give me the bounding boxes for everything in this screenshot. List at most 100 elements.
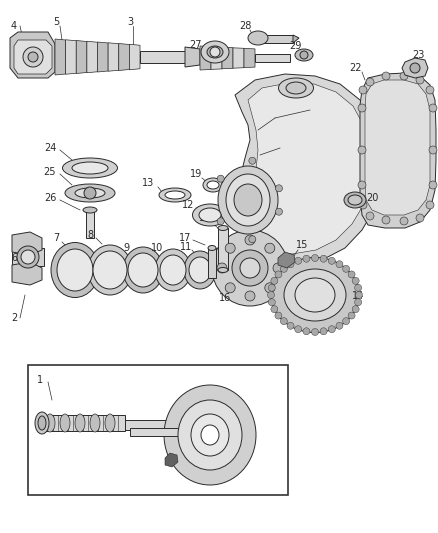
Text: 26: 26 — [44, 193, 56, 203]
Polygon shape — [12, 262, 42, 285]
Ellipse shape — [203, 178, 223, 192]
Circle shape — [356, 292, 363, 298]
Circle shape — [275, 271, 282, 278]
Circle shape — [416, 76, 424, 84]
Circle shape — [336, 261, 343, 268]
Polygon shape — [402, 58, 428, 78]
Polygon shape — [278, 252, 295, 268]
Circle shape — [366, 212, 374, 220]
Text: 29: 29 — [289, 41, 301, 51]
Text: 22: 22 — [349, 63, 361, 73]
Circle shape — [28, 52, 38, 62]
Text: 28: 28 — [239, 21, 251, 31]
Circle shape — [265, 243, 275, 253]
Circle shape — [273, 263, 283, 273]
Text: 17: 17 — [179, 233, 191, 243]
Ellipse shape — [88, 245, 132, 295]
Circle shape — [320, 328, 327, 335]
Text: 24: 24 — [44, 143, 56, 153]
Ellipse shape — [189, 257, 211, 283]
Circle shape — [225, 243, 235, 253]
Circle shape — [358, 181, 366, 189]
Text: 9: 9 — [123, 243, 129, 253]
Circle shape — [287, 261, 294, 268]
Circle shape — [240, 258, 260, 278]
Polygon shape — [244, 49, 255, 68]
Polygon shape — [98, 42, 108, 72]
Polygon shape — [55, 39, 66, 75]
Bar — [86, 210, 94, 238]
Ellipse shape — [271, 257, 359, 333]
Polygon shape — [233, 48, 244, 68]
Polygon shape — [119, 44, 129, 70]
Circle shape — [280, 318, 287, 325]
Polygon shape — [365, 80, 430, 215]
Polygon shape — [12, 232, 42, 255]
Polygon shape — [235, 74, 382, 265]
Bar — [218, 228, 228, 270]
Circle shape — [343, 318, 350, 325]
Polygon shape — [14, 40, 52, 74]
Ellipse shape — [72, 162, 108, 174]
Ellipse shape — [284, 269, 346, 321]
Circle shape — [429, 104, 437, 112]
Circle shape — [311, 328, 318, 335]
Ellipse shape — [65, 184, 115, 202]
Circle shape — [355, 284, 362, 291]
Circle shape — [249, 236, 256, 243]
Ellipse shape — [286, 82, 306, 94]
Ellipse shape — [155, 249, 191, 291]
Circle shape — [217, 263, 227, 273]
Circle shape — [23, 47, 43, 67]
Ellipse shape — [192, 204, 227, 226]
Ellipse shape — [165, 191, 185, 199]
Text: 12: 12 — [182, 200, 194, 210]
Circle shape — [245, 235, 255, 245]
Circle shape — [265, 283, 275, 293]
Circle shape — [268, 298, 276, 306]
Polygon shape — [108, 43, 119, 71]
Ellipse shape — [63, 158, 117, 178]
Circle shape — [336, 322, 343, 329]
Circle shape — [348, 312, 355, 319]
Text: 2: 2 — [11, 313, 17, 323]
Ellipse shape — [208, 246, 216, 251]
Polygon shape — [10, 32, 55, 78]
Ellipse shape — [93, 251, 127, 289]
Ellipse shape — [38, 416, 46, 430]
Ellipse shape — [199, 208, 221, 222]
Circle shape — [245, 291, 255, 301]
Text: 13: 13 — [142, 178, 154, 188]
Bar — [208, 248, 216, 278]
Text: 16: 16 — [219, 293, 231, 303]
Bar — [45, 415, 125, 431]
Ellipse shape — [105, 414, 115, 432]
Circle shape — [366, 78, 374, 86]
Circle shape — [416, 214, 424, 222]
Ellipse shape — [90, 414, 100, 432]
Circle shape — [311, 254, 318, 262]
Ellipse shape — [123, 247, 163, 293]
Ellipse shape — [17, 246, 39, 268]
Ellipse shape — [226, 174, 270, 226]
Ellipse shape — [83, 207, 97, 213]
Polygon shape — [222, 47, 233, 69]
Text: 3: 3 — [127, 17, 133, 27]
Circle shape — [355, 298, 362, 306]
Ellipse shape — [207, 181, 219, 189]
Circle shape — [295, 257, 302, 264]
Ellipse shape — [35, 412, 49, 434]
Ellipse shape — [279, 78, 314, 98]
Circle shape — [358, 146, 366, 154]
Ellipse shape — [201, 41, 229, 63]
Circle shape — [382, 216, 390, 224]
Text: 14: 14 — [352, 291, 364, 301]
Ellipse shape — [60, 414, 70, 432]
Ellipse shape — [295, 278, 335, 312]
Polygon shape — [129, 44, 140, 70]
Text: 20: 20 — [366, 193, 378, 203]
Text: 10: 10 — [151, 243, 163, 253]
Circle shape — [400, 217, 408, 225]
Text: 6: 6 — [11, 253, 17, 263]
Polygon shape — [211, 46, 222, 69]
